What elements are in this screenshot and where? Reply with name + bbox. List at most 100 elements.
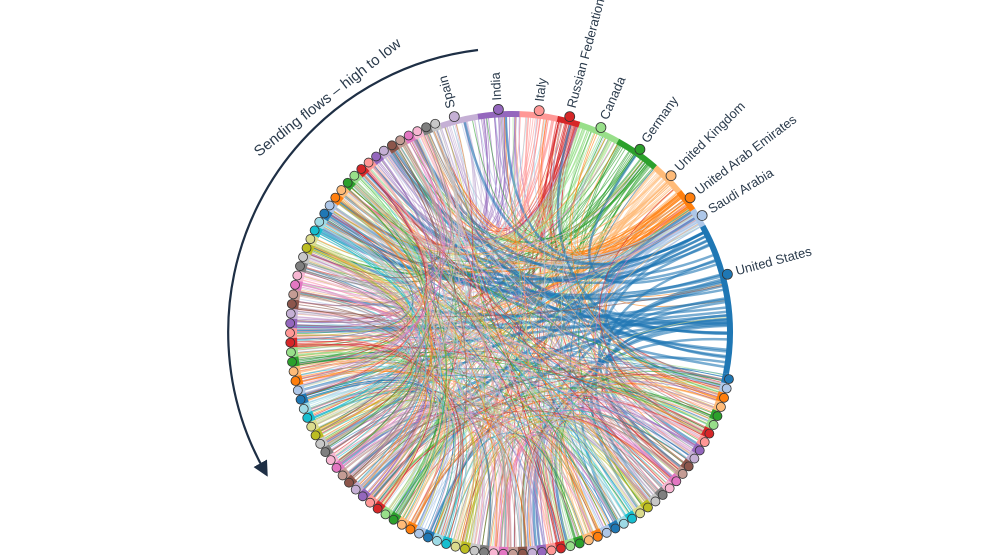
chord: [302, 276, 694, 450]
chord: [296, 316, 719, 396]
chord: [331, 403, 622, 519]
chord: [331, 200, 684, 270]
node-dot: [696, 210, 708, 221]
chord: [340, 199, 433, 489]
chord: [433, 130, 686, 254]
node-dot: [315, 438, 326, 449]
node-dot: [325, 455, 336, 466]
arc: [700, 224, 733, 375]
chord: [515, 115, 714, 410]
chord: [322, 226, 722, 387]
chord: [339, 200, 711, 282]
node-dot: [469, 545, 480, 555]
chord: [350, 134, 456, 477]
node-dot: [565, 541, 576, 552]
node-dot: [309, 225, 320, 236]
chord: [299, 290, 422, 479]
node-dot: [285, 318, 296, 329]
chord: [303, 275, 644, 505]
node-dot: [302, 412, 313, 423]
node-dot: [689, 453, 700, 464]
chord: [296, 343, 413, 442]
chord: [325, 169, 432, 442]
node-dot: [533, 105, 545, 117]
chord: [315, 240, 415, 423]
chord: [403, 134, 464, 237]
node-dot: [412, 126, 423, 137]
node-dot: [627, 513, 637, 524]
chord: [335, 206, 442, 512]
node-dot: [583, 535, 594, 546]
chord: [328, 189, 427, 448]
node-dot: [365, 497, 375, 508]
node-dot: [363, 157, 374, 168]
node-dot: [372, 503, 383, 514]
node-dot: [432, 536, 442, 546]
chord: [369, 168, 464, 535]
node-dot: [295, 394, 306, 405]
node-dot: [287, 357, 297, 367]
chord: [312, 247, 490, 547]
chord: [320, 399, 479, 545]
chord: [556, 123, 727, 359]
node-dot: [295, 261, 305, 272]
chord: [329, 215, 690, 457]
chord: [319, 233, 444, 520]
node-dot: [694, 445, 705, 456]
chord: [328, 138, 609, 447]
node-dot: [684, 192, 696, 204]
chord: [330, 396, 674, 477]
node-dot: [423, 532, 433, 543]
chord: [302, 366, 412, 426]
node-dot: [517, 548, 528, 555]
node-dot: [292, 385, 303, 396]
chord: [297, 351, 456, 534]
chord: [419, 136, 705, 431]
node-dot: [290, 279, 300, 290]
node-dot: [592, 531, 603, 542]
node-dot: [288, 289, 299, 300]
node-dot: [722, 268, 733, 280]
chord: [420, 416, 667, 529]
chord: [379, 410, 672, 504]
chord: [296, 308, 405, 328]
chord: [444, 126, 486, 544]
chord: [312, 249, 434, 505]
node-dot: [298, 252, 308, 262]
chord: [579, 413, 667, 512]
chord: [313, 176, 428, 419]
chord: [524, 373, 722, 548]
node-dot: [450, 541, 461, 552]
chord: [298, 301, 417, 462]
node-dot: [290, 376, 301, 386]
node-dot: [556, 543, 566, 554]
chord: [320, 231, 421, 457]
node-dot: [546, 545, 557, 555]
chord: [316, 214, 694, 424]
node-dot: [595, 122, 607, 133]
chord: [350, 187, 722, 386]
node-dot: [298, 403, 309, 414]
node-dot: [319, 208, 330, 219]
node-label: Germany: [638, 93, 681, 146]
node-label: Russian Federation: [564, 0, 608, 110]
node-dot: [508, 549, 518, 555]
chord: [588, 154, 718, 285]
chord: [538, 125, 577, 544]
chord: [495, 428, 637, 548]
chord: [367, 136, 457, 245]
node-dot: [716, 402, 726, 412]
node-dot: [537, 547, 547, 555]
chord: [354, 145, 449, 250]
chord: [307, 116, 528, 404]
node-dot: [285, 308, 296, 319]
chord: [453, 435, 580, 541]
node-dot: [699, 437, 710, 448]
chord: [360, 421, 486, 546]
node-dot: [721, 383, 732, 394]
chord: [301, 370, 528, 548]
node-dot: [719, 392, 729, 403]
node-dot: [306, 421, 317, 432]
chord: [338, 406, 639, 508]
chord: [296, 324, 672, 479]
